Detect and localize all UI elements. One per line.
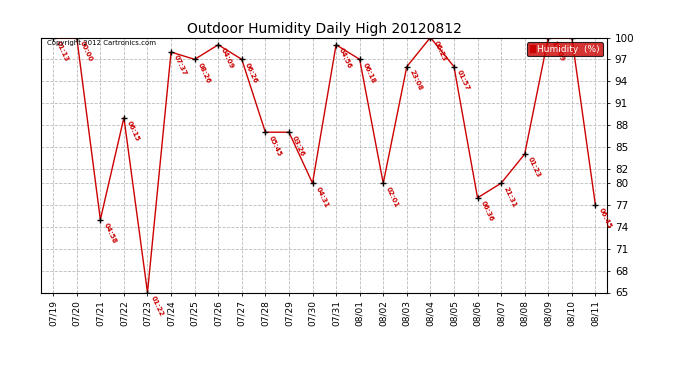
Text: 03:26: 03:26: [290, 134, 306, 157]
Text: 00:00: 00:00: [79, 40, 93, 62]
Text: 02:01: 02:01: [385, 185, 400, 208]
Title: Outdoor Humidity Daily High 20120812: Outdoor Humidity Daily High 20120812: [187, 22, 462, 36]
Text: 15:09: 15:09: [550, 40, 565, 62]
Text: 04:09: 04:09: [220, 47, 235, 70]
Text: 01:57: 01:57: [456, 69, 471, 92]
Text: 23:08: 23:08: [408, 69, 424, 92]
Text: Copyright 2012 Cartronics.com: Copyright 2012 Cartronics.com: [47, 40, 156, 46]
Text: 06:26: 06:26: [244, 62, 258, 84]
Text: 06:36: 06:36: [480, 200, 494, 222]
Text: 06:18: 06:18: [362, 62, 376, 84]
Legend: Humidity  (%): Humidity (%): [527, 42, 602, 56]
Text: 04:31: 04:31: [315, 185, 329, 208]
Text: 04:58: 04:58: [102, 222, 117, 245]
Text: 06:23: 06:23: [432, 40, 447, 62]
Text: 01:23: 01:23: [526, 156, 542, 179]
Text: 06:15: 06:15: [126, 120, 141, 142]
Text: 21:31: 21:31: [503, 185, 518, 208]
Text: 08:26: 08:26: [197, 62, 211, 84]
Text: 04:56: 04:56: [338, 47, 353, 69]
Text: 06:45: 06:45: [598, 207, 612, 230]
Text: 01:22: 01:22: [149, 295, 164, 317]
Text: 05:45: 05:45: [267, 134, 282, 157]
Text: 01:13: 01:13: [55, 40, 70, 62]
Text: 07:37: 07:37: [173, 54, 188, 77]
